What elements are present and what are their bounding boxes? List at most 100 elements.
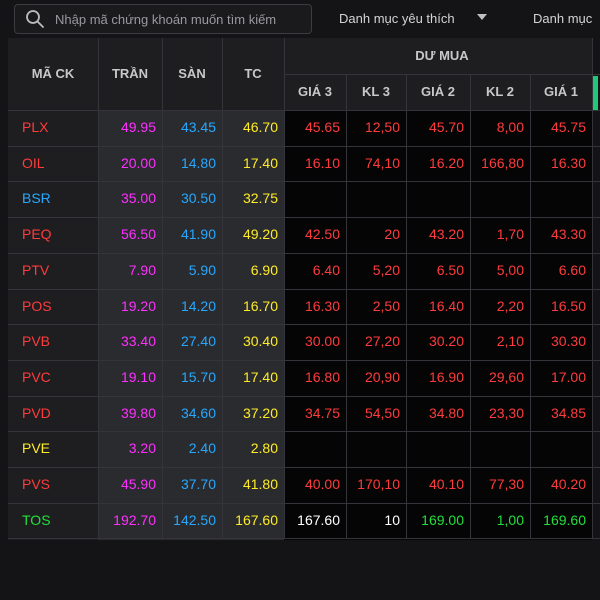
- header-symbol[interactable]: MÃ CK: [31, 66, 75, 81]
- cell-ceiling: 49.95: [120, 119, 156, 135]
- cell-v3: 20,90: [364, 368, 400, 385]
- cell-v3: 12,50: [364, 119, 400, 135]
- cell-p3: 40.00: [304, 476, 340, 492]
- cell-symbol[interactable]: PVE: [22, 440, 51, 457]
- cell-p2: 169.00: [421, 511, 464, 528]
- cell-ref: 41.80: [242, 476, 278, 492]
- cell-v3: 170,10: [357, 476, 400, 492]
- cell-ref: 32.75: [242, 190, 278, 207]
- cell-ref: 30.40: [242, 333, 278, 350]
- chevron-down-icon[interactable]: [477, 14, 487, 20]
- cell-symbol[interactable]: PVB: [22, 333, 51, 350]
- grid-line: [8, 396, 600, 397]
- cell-symbol[interactable]: TOS: [22, 511, 51, 528]
- cell-v3: 27,20: [364, 333, 400, 350]
- grid-line: [162, 38, 163, 539]
- grid-line: [346, 74, 347, 539]
- cell-floor: 14.20: [180, 297, 216, 314]
- right-edge-accent: [593, 76, 598, 110]
- header-ref[interactable]: TC: [244, 66, 262, 81]
- cell-symbol[interactable]: BSR: [22, 190, 51, 207]
- cell-p2: 40.10: [428, 476, 464, 492]
- cell-ref: 17.40: [242, 368, 278, 385]
- search-input[interactable]: [55, 9, 305, 29]
- cell-p1: 40.20: [550, 476, 586, 492]
- cell-p3: 16.30: [304, 297, 340, 314]
- cell-v2: 1,70: [496, 226, 524, 243]
- header-v3[interactable]: KL 3: [362, 84, 390, 99]
- cell-p1: 17.00: [550, 368, 586, 385]
- grid-line: [8, 253, 600, 254]
- cell-v3: [346, 181, 406, 217]
- cell-p1: 34.85: [550, 404, 586, 421]
- cell-ref: 49.20: [242, 226, 278, 243]
- grid-line: [8, 324, 600, 325]
- cell-p3: 45.65: [304, 119, 340, 135]
- cell-p3: 6.40: [312, 261, 340, 278]
- cell-v2: 23,30: [488, 404, 524, 421]
- cell-floor: 142.50: [173, 511, 216, 528]
- header-buy-group[interactable]: DƯ MUA: [415, 48, 469, 63]
- cell-floor: 41.90: [180, 226, 216, 243]
- header-p2[interactable]: GIÁ 2: [421, 84, 455, 99]
- cell-symbol[interactable]: POS: [22, 297, 52, 314]
- cell-p3: [284, 181, 346, 217]
- cell-symbol[interactable]: PVD: [22, 404, 51, 421]
- grid-line: [406, 74, 407, 539]
- cell-v2: 5,00: [496, 261, 524, 278]
- cell-ref: 6.90: [250, 261, 278, 278]
- cell-v3: 10: [384, 511, 400, 528]
- cell-p3: 30.00: [304, 333, 340, 350]
- cell-p1: [530, 431, 592, 467]
- cell-v3: 2,50: [372, 297, 400, 314]
- cell-p3: 42.50: [304, 226, 340, 243]
- cell-floor: 37.70: [180, 476, 216, 492]
- grid-line: [592, 38, 593, 539]
- cell-symbol[interactable]: PEQ: [22, 226, 52, 243]
- grid-line: [284, 38, 285, 539]
- cell-p3: 167.60: [297, 511, 340, 528]
- cell-floor: 43.45: [180, 119, 216, 135]
- cell-p2: 30.20: [428, 333, 464, 350]
- cell-ref: 16.70: [242, 297, 278, 314]
- header-p1[interactable]: GIÁ 1: [544, 84, 578, 99]
- cell-p2: 6.50: [436, 261, 464, 278]
- cell-p2: 45.70: [428, 119, 464, 135]
- cell-floor: 14.80: [180, 154, 216, 171]
- cell-ceiling: 19.10: [120, 368, 156, 385]
- grid-line: [8, 181, 600, 182]
- cell-v2: [470, 181, 530, 217]
- cell-ceiling: 56.50: [120, 226, 156, 243]
- cell-ceiling: 35.00: [120, 190, 156, 207]
- header-ceiling[interactable]: TRẦN: [111, 66, 149, 81]
- cell-v2: 8,00: [496, 119, 524, 135]
- search-box[interactable]: [14, 4, 312, 34]
- cell-p1: [530, 181, 592, 217]
- cell-floor: 27.40: [180, 333, 216, 350]
- header-floor[interactable]: SÀN: [178, 66, 206, 81]
- watchlist-menu[interactable]: Danh mục yêu thích: [339, 11, 455, 26]
- cell-ceiling: 20.00: [120, 154, 156, 171]
- cell-ref: 37.20: [242, 404, 278, 421]
- cell-p1: 30.30: [550, 333, 586, 350]
- header-v2[interactable]: KL 2: [486, 84, 514, 99]
- cell-ceiling: 39.80: [120, 404, 156, 421]
- cell-v2: 166,80: [481, 154, 524, 171]
- watchlist-menu-2[interactable]: Danh mục: [533, 11, 593, 26]
- cell-p2: 16.20: [428, 154, 464, 171]
- cell-v3: 74,10: [364, 154, 400, 171]
- cell-symbol[interactable]: PLX: [22, 119, 49, 135]
- cell-symbol[interactable]: PVC: [22, 368, 51, 385]
- cell-symbol[interactable]: PVS: [22, 476, 51, 492]
- cell-symbol[interactable]: PTV: [22, 261, 50, 278]
- cell-ceiling: 33.40: [120, 333, 156, 350]
- cell-v3: 5,20: [372, 261, 400, 278]
- cell-ceiling: 192.70: [113, 511, 156, 528]
- cell-p1: 16.30: [550, 154, 586, 171]
- cell-symbol[interactable]: OIL: [22, 154, 45, 171]
- grid-line: [470, 74, 471, 539]
- cell-v3: 20: [384, 226, 400, 243]
- header-p3[interactable]: GIÁ 3: [298, 84, 332, 99]
- cell-p3: 16.10: [304, 154, 340, 171]
- cell-v2: 29,60: [488, 368, 524, 385]
